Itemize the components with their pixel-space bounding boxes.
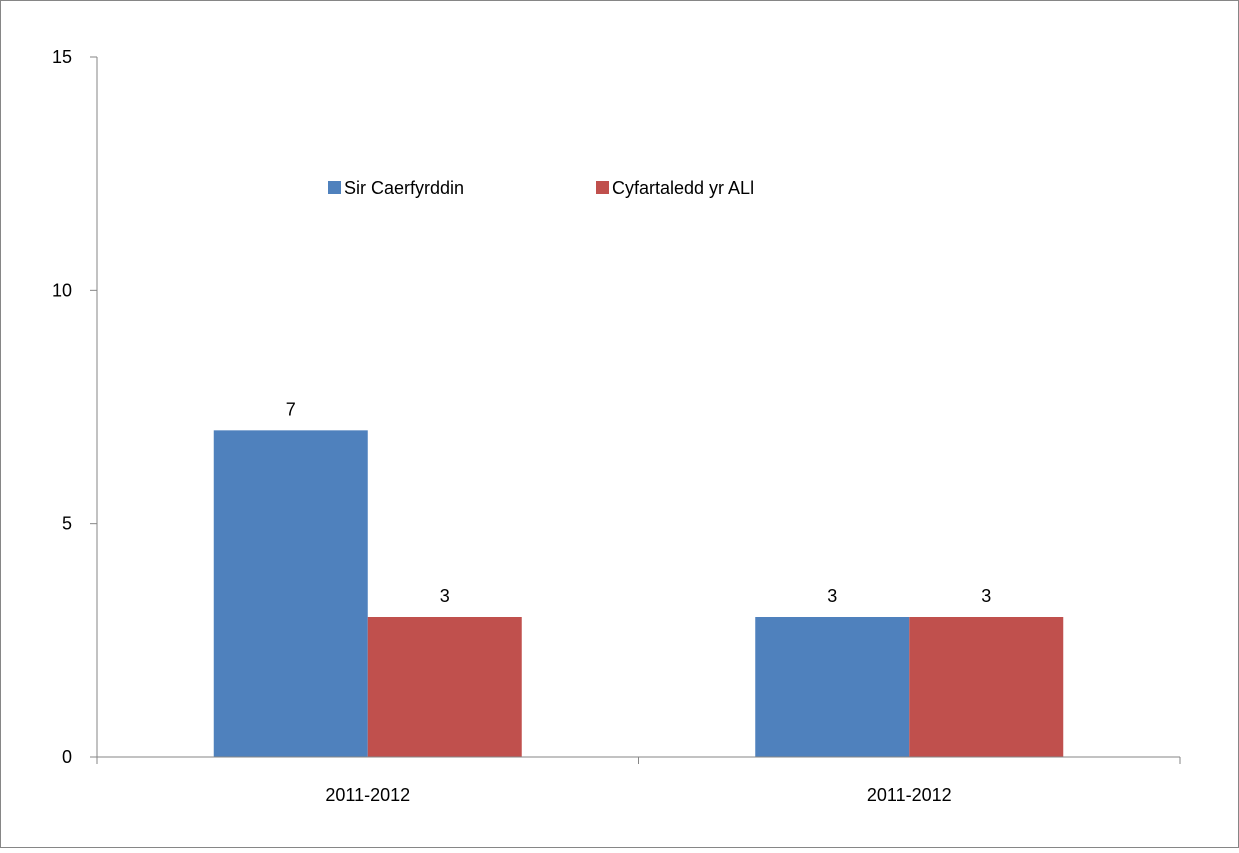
legend-swatch [596, 181, 609, 194]
data-label: 3 [440, 586, 450, 606]
legend: Sir Caerfyrddin Cyfartaledd yr ALl [328, 178, 754, 198]
x-tick-label: 2011-2012 [867, 785, 952, 805]
legend-label: Cyfartaledd yr ALl [612, 178, 754, 198]
x-tick-label: 2011-2012 [325, 785, 410, 805]
bar [213, 430, 368, 757]
bar [909, 617, 1064, 757]
y-tick-label: 10 [52, 280, 72, 300]
data-label: 3 [981, 586, 991, 606]
plot-area: 0 5 10 15 7 3 3 3 2011-2012 2011-2012 [52, 47, 1181, 805]
y-tick-label: 0 [62, 747, 72, 767]
bar [755, 617, 910, 757]
legend-swatch [328, 181, 341, 194]
data-label: 3 [827, 586, 837, 606]
y-tick-label: 15 [52, 47, 72, 67]
y-tick-label: 5 [62, 514, 72, 534]
bar [367, 617, 522, 757]
legend-label: Sir Caerfyrddin [344, 178, 464, 198]
data-label: 7 [286, 399, 296, 419]
